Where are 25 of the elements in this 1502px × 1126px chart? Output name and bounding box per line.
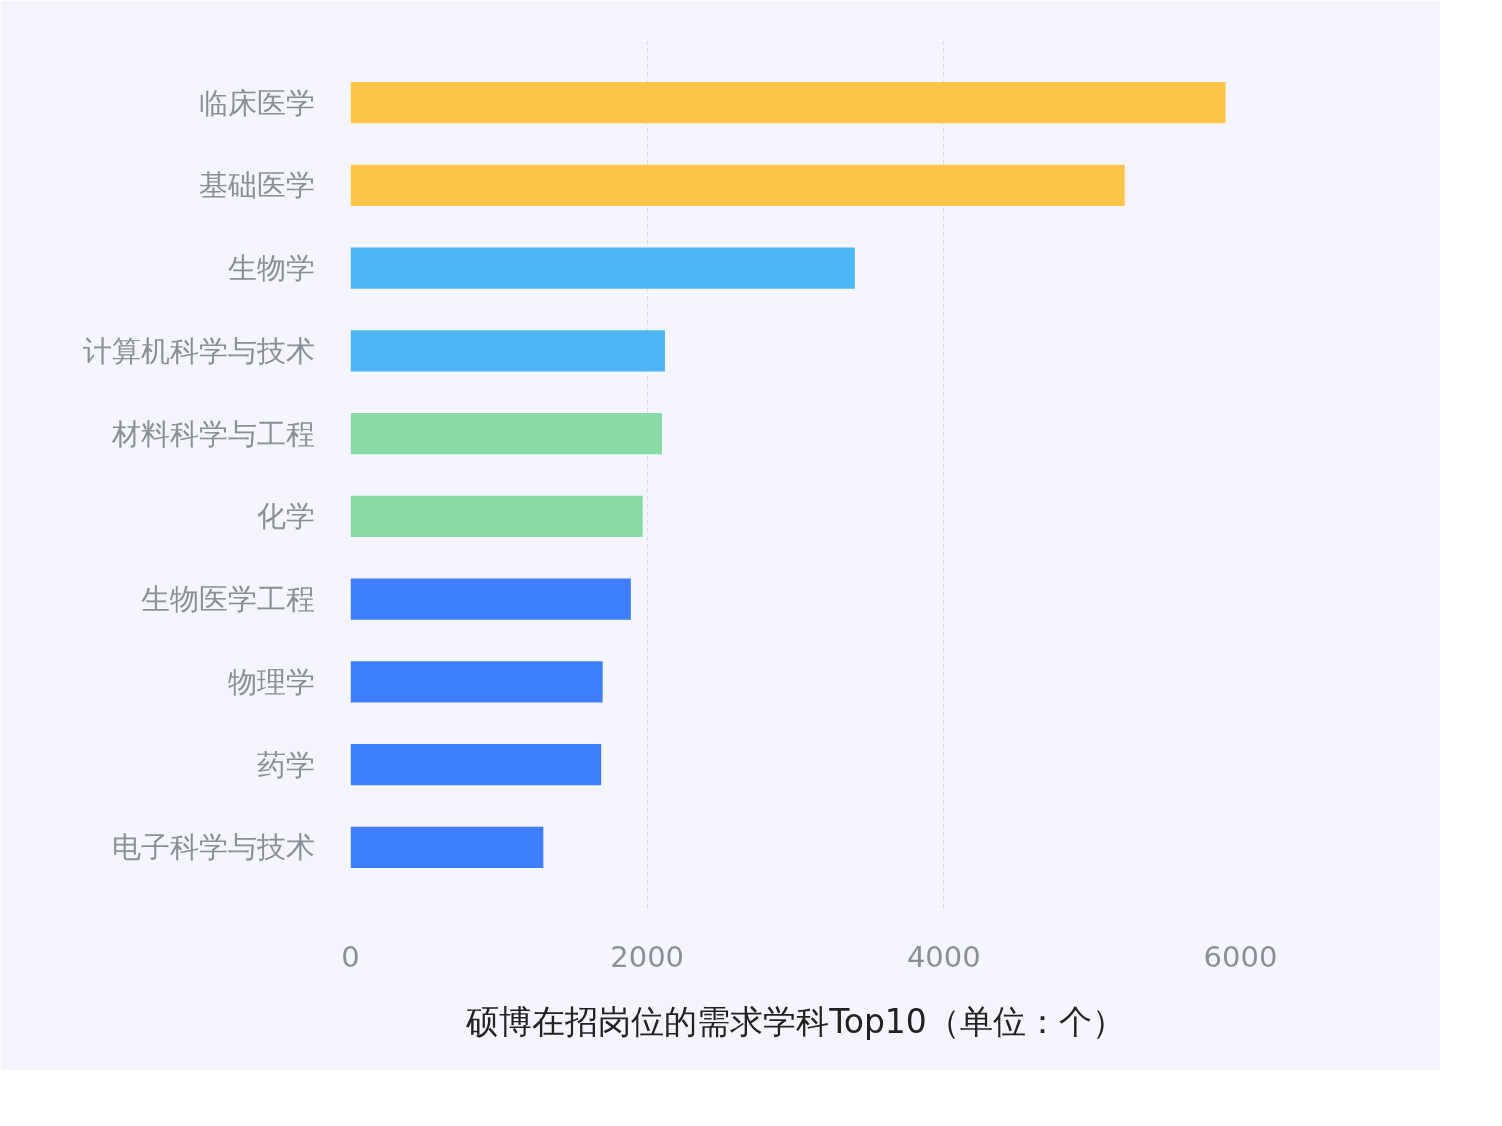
- bar: [350, 495, 643, 538]
- bar: [350, 247, 855, 289]
- x-tick-label: 2000: [610, 939, 685, 974]
- bar: [350, 81, 1226, 124]
- bar: [350, 826, 544, 869]
- y-tick-label: 生物医学工程: [140, 582, 315, 617]
- bar: [350, 330, 665, 372]
- bar: [350, 164, 1125, 207]
- y-tick-label: 生物学: [227, 251, 315, 286]
- bar: [350, 578, 631, 620]
- y-tick-label: 材料科学与工程: [110, 416, 315, 451]
- y-tick-label: 临床医学: [198, 85, 315, 120]
- text: 硕博在招岗位的需求学科Top10（单位：个）: [465, 1001, 1125, 1041]
- y-tick-label: 化学: [256, 499, 315, 534]
- bar: [350, 743, 602, 786]
- y-tick-label: 基础医学: [198, 168, 315, 203]
- y-tick-label: 药学: [256, 747, 315, 782]
- bar: [350, 412, 662, 455]
- x-tick-label: 6000: [1203, 939, 1278, 974]
- y-tick-label: 物理学: [227, 664, 315, 699]
- y-tick-label: 电子科学与技术: [111, 830, 315, 865]
- x-tick-label: 4000: [906, 939, 981, 974]
- bar: [350, 661, 603, 703]
- x-tick-label: 0: [341, 939, 360, 974]
- y-tick-label: 计算机科学与技术: [82, 333, 315, 368]
